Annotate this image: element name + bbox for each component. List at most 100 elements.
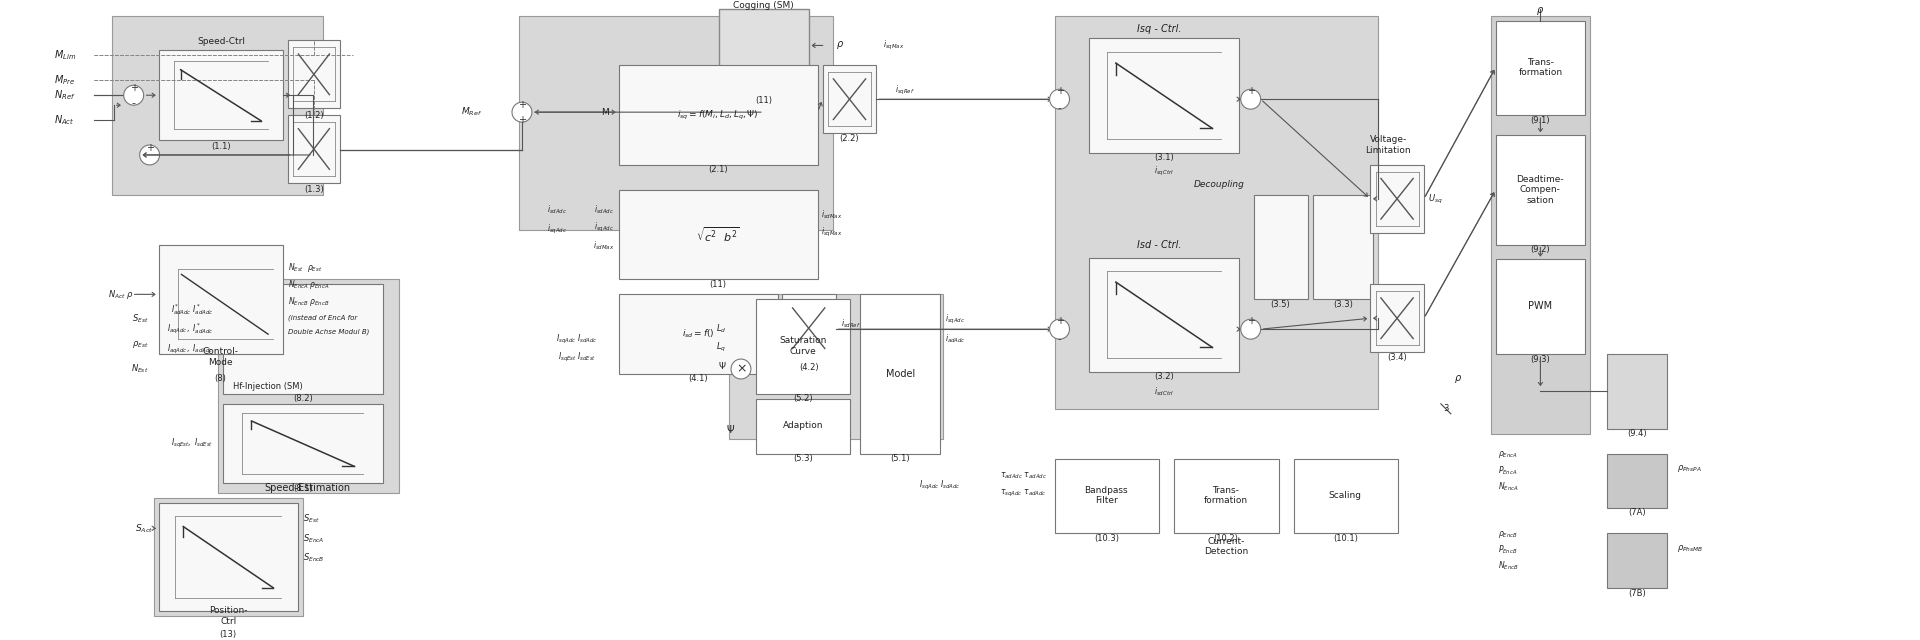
- Text: (1.3): (1.3): [303, 186, 324, 195]
- Bar: [822, 65, 876, 133]
- Bar: [1294, 459, 1398, 533]
- Text: $N_{Est}\ \ \rho_{Est}$: $N_{Est}\ \ \rho_{Est}$: [288, 261, 323, 274]
- Bar: [159, 244, 282, 354]
- Text: $N_{Est}$: $N_{Est}$: [131, 363, 148, 375]
- Text: $I_{sqAdc}\ I_{sdAdc}$: $I_{sqAdc}\ I_{sdAdc}$: [557, 333, 597, 346]
- Text: $S_{Est}$: $S_{Est}$: [132, 313, 148, 326]
- Circle shape: [1240, 319, 1261, 339]
- Bar: [1607, 354, 1667, 429]
- Text: $M_{Ref}$: $M_{Ref}$: [461, 106, 482, 118]
- Text: (5.3): (5.3): [793, 454, 812, 463]
- Text: (9.3): (9.3): [1530, 355, 1549, 364]
- Text: $S_{EncB}$: $S_{EncB}$: [303, 552, 324, 564]
- Text: Isq - Ctrl.: Isq - Ctrl.: [1137, 24, 1181, 33]
- Text: Model: Model: [885, 369, 916, 379]
- Bar: [1054, 459, 1160, 533]
- Text: $i_{sdAdc}$: $i_{sdAdc}$: [595, 204, 614, 216]
- Text: -: -: [1058, 103, 1062, 113]
- Text: Decoupling: Decoupling: [1194, 180, 1244, 189]
- Text: $i_{sqCtrl}$: $i_{sqCtrl}$: [1154, 165, 1173, 179]
- Text: Speed-Estimation: Speed-Estimation: [265, 483, 351, 493]
- Text: (9.4): (9.4): [1626, 429, 1647, 438]
- Bar: [618, 65, 818, 165]
- Text: +: +: [1056, 86, 1064, 96]
- Text: (3.3): (3.3): [1332, 300, 1354, 308]
- Text: +: +: [1246, 316, 1254, 326]
- Bar: [1173, 459, 1279, 533]
- Text: $i_{sqAdc}$: $i_{sqAdc}$: [595, 221, 614, 234]
- Text: (4.1): (4.1): [689, 374, 708, 383]
- Text: $\rho_{Est}$: $\rho_{Est}$: [132, 339, 148, 349]
- Bar: [756, 399, 851, 454]
- Text: $L_d$: $L_d$: [716, 323, 726, 335]
- Bar: [1496, 20, 1586, 115]
- Bar: [159, 504, 298, 611]
- Text: (7A): (7A): [1628, 508, 1645, 517]
- Text: $i_{adAdc}$: $i_{adAdc}$: [945, 333, 966, 346]
- Text: Isd - Ctrl.: Isd - Ctrl.: [1137, 239, 1181, 250]
- Text: $I^*_{adAdc}\ I^*_{adAdc}$: $I^*_{adAdc}\ I^*_{adAdc}$: [171, 302, 213, 317]
- Text: -: -: [132, 98, 136, 108]
- Text: $N_{EncB}$: $N_{EncB}$: [1498, 560, 1519, 572]
- Text: $i_{sqAdc}$: $i_{sqAdc}$: [547, 223, 566, 236]
- Text: Cogging (SM): Cogging (SM): [733, 1, 795, 10]
- Text: (10.2): (10.2): [1213, 534, 1238, 543]
- Text: (9.1): (9.1): [1530, 116, 1549, 125]
- Text: $\rho$: $\rho$: [835, 40, 843, 51]
- Bar: [618, 294, 778, 374]
- Circle shape: [1050, 319, 1069, 339]
- Circle shape: [123, 85, 144, 105]
- Text: $i_{sqMax}$: $i_{sqMax}$: [820, 226, 843, 239]
- Text: $U_{sq}$: $U_{sq}$: [1428, 193, 1442, 206]
- Text: $N_{EncA}\ \rho_{EncA}$: $N_{EncA}\ \rho_{EncA}$: [288, 278, 330, 291]
- Text: $\tau_{sqAdc}\ \tau_{adAdc}$: $\tau_{sqAdc}\ \tau_{adAdc}$: [1000, 488, 1046, 499]
- Text: (3.5): (3.5): [1271, 300, 1290, 308]
- Text: (1.2): (1.2): [303, 111, 324, 120]
- Text: 3: 3: [1444, 404, 1448, 413]
- Text: $I_{sqEst}\ I_{sdEst}$: $I_{sqEst}\ I_{sdEst}$: [557, 351, 595, 364]
- Text: Trans-
formation: Trans- formation: [1204, 486, 1248, 505]
- Bar: [1371, 284, 1425, 352]
- Circle shape: [513, 102, 532, 122]
- Text: Deadtime-
Compen-
sation: Deadtime- Compen- sation: [1517, 175, 1565, 205]
- Text: Scaling: Scaling: [1329, 491, 1361, 500]
- Bar: [288, 115, 340, 183]
- Text: $I_{sqAdc}\ I_{sdAdc}$: $I_{sqAdc}\ I_{sdAdc}$: [918, 479, 960, 492]
- Text: $\rho_{EncB}$: $\rho_{EncB}$: [1498, 529, 1517, 540]
- Bar: [288, 40, 340, 108]
- Bar: [223, 404, 382, 483]
- Bar: [1371, 165, 1425, 232]
- Text: (10.1): (10.1): [1332, 534, 1357, 543]
- Text: PWM: PWM: [1528, 301, 1553, 311]
- Text: $i_{sdCtrl}$: $i_{sdCtrl}$: [1154, 386, 1173, 398]
- Circle shape: [732, 359, 751, 379]
- Text: $M_{Lim}$: $M_{Lim}$: [54, 49, 77, 62]
- Text: (3.4): (3.4): [1386, 353, 1407, 362]
- Text: $i_{sqAdc}$: $i_{sqAdc}$: [945, 313, 966, 326]
- Text: $\times$: $\times$: [735, 362, 747, 376]
- Bar: [720, 8, 808, 96]
- Text: (10.3): (10.3): [1094, 534, 1119, 543]
- Text: $S_{Act}$: $S_{Act}$: [136, 522, 154, 534]
- Text: $\tau_{adAdc}\ \tau_{adAdc}$: $\tau_{adAdc}\ \tau_{adAdc}$: [1000, 470, 1046, 481]
- Text: $i_{sdRef}$: $i_{sdRef}$: [841, 318, 860, 330]
- Text: (1.1): (1.1): [211, 143, 230, 152]
- Text: (7B): (7B): [1628, 589, 1645, 598]
- Text: Hf-Injection (SM): Hf-Injection (SM): [232, 383, 303, 392]
- Text: $\rho$: $\rho$: [1536, 4, 1544, 17]
- Bar: [730, 294, 943, 438]
- Bar: [518, 15, 833, 230]
- Bar: [860, 294, 941, 454]
- Text: $I_{sqEst},\ I_{sdEst}$: $I_{sqEst},\ I_{sdEst}$: [171, 437, 213, 450]
- Text: $\rho_{PhsMB}$: $\rho_{PhsMB}$: [1676, 543, 1703, 554]
- Text: (4.2): (4.2): [799, 362, 818, 371]
- Text: +: +: [518, 100, 526, 110]
- Bar: [1089, 38, 1238, 153]
- Bar: [1607, 533, 1667, 588]
- Text: (3.1): (3.1): [1154, 154, 1173, 163]
- Text: $N_{Act}$: $N_{Act}$: [54, 113, 75, 127]
- Bar: [1496, 135, 1586, 244]
- Bar: [1490, 15, 1590, 434]
- Text: Current-
Detection: Current- Detection: [1204, 536, 1248, 556]
- Text: $\sqrt{c^2\ \ b^2}$: $\sqrt{c^2\ \ b^2}$: [697, 225, 739, 244]
